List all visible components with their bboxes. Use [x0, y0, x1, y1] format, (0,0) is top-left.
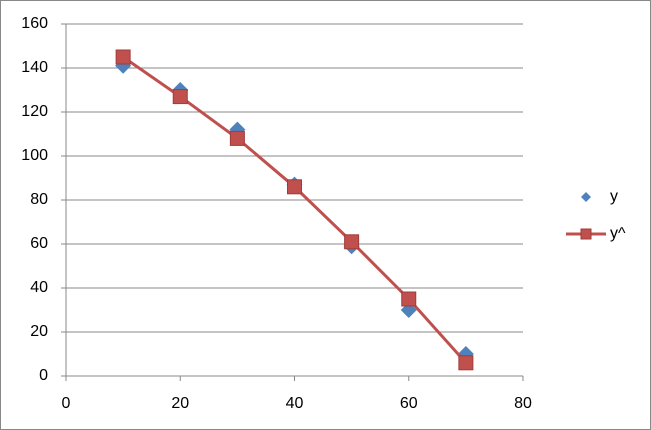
- marker: [458, 355, 474, 371]
- marker: [115, 57, 132, 74]
- marker: [229, 130, 245, 146]
- y-tick-label: 40: [30, 279, 48, 296]
- x-tick-label: 60: [400, 395, 418, 412]
- x-tick-label: 0: [62, 395, 71, 412]
- marker: [401, 291, 417, 307]
- marker: [287, 179, 302, 195]
- y-tick-label: 140: [21, 59, 48, 76]
- y-tick-label: 60: [30, 235, 48, 252]
- marker: [115, 49, 131, 65]
- marker: [172, 89, 188, 105]
- legend-marker: [581, 192, 591, 202]
- y-tick-label: 0: [39, 367, 48, 384]
- y-tick-label: 80: [30, 191, 48, 208]
- y-tick-label: 160: [21, 15, 48, 32]
- y-tick-label: 100: [21, 147, 48, 164]
- legend-marker: [580, 228, 592, 240]
- legend-label: y: [610, 188, 618, 205]
- y-tick-label: 20: [30, 323, 48, 340]
- x-tick-label: 20: [171, 395, 189, 412]
- x-tick-label: 80: [514, 395, 532, 412]
- legend-label: y^: [610, 225, 626, 242]
- y-tick-label: 120: [21, 103, 48, 120]
- x-tick-label: 40: [286, 395, 304, 412]
- marker: [344, 234, 360, 250]
